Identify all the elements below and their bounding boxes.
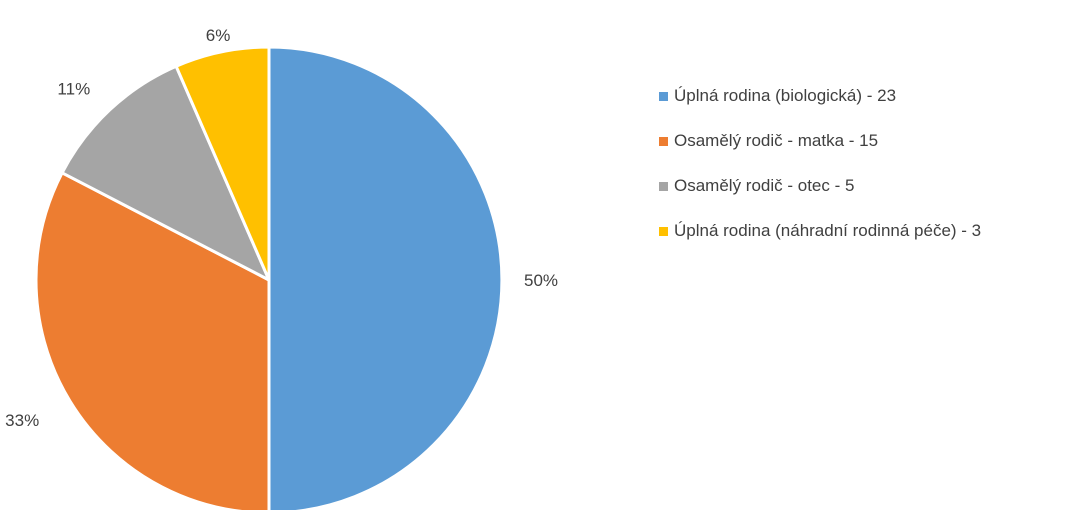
data-label-4: 6% (206, 26, 231, 45)
data-label-3: 11% (57, 80, 90, 99)
legend-entry-4: Úplná rodina (náhradní rodinná péče) - 3 (659, 215, 981, 247)
legend-entry-3: Osamělý rodič - otec - 5 (659, 170, 981, 202)
legend-entry-2: Osamělý rodič - matka - 15 (659, 125, 981, 157)
legend-label-3: Osamělý rodič - otec - 5 (674, 176, 855, 195)
legend-label-2: Osamělý rodič - matka - 15 (674, 131, 879, 150)
pie-slice-4 (174, 45, 271, 282)
legend-swatch-2 (659, 136, 668, 146)
pie-slice-3 (60, 64, 271, 282)
legend-entry-1: Úplná rodina (biologická) - 23 (659, 80, 981, 112)
pie-slice-1 (267, 45, 504, 510)
data-label-1: 50% (524, 271, 558, 290)
legend-swatch-4 (659, 226, 668, 236)
legend-swatch-3 (659, 181, 668, 191)
legend: Úplná rodina (biologická) - 23 Osamělý ro… (659, 80, 981, 260)
pie-slice-2 (34, 171, 271, 510)
legend-label-1: Úplná rodina (biologická) - 23 (674, 86, 897, 105)
legend-swatch-1 (659, 91, 668, 101)
legend-label-4: Úplná rodina (náhradní rodinná péče) - 3 (674, 221, 982, 240)
data-label-2: 33% (5, 411, 39, 430)
